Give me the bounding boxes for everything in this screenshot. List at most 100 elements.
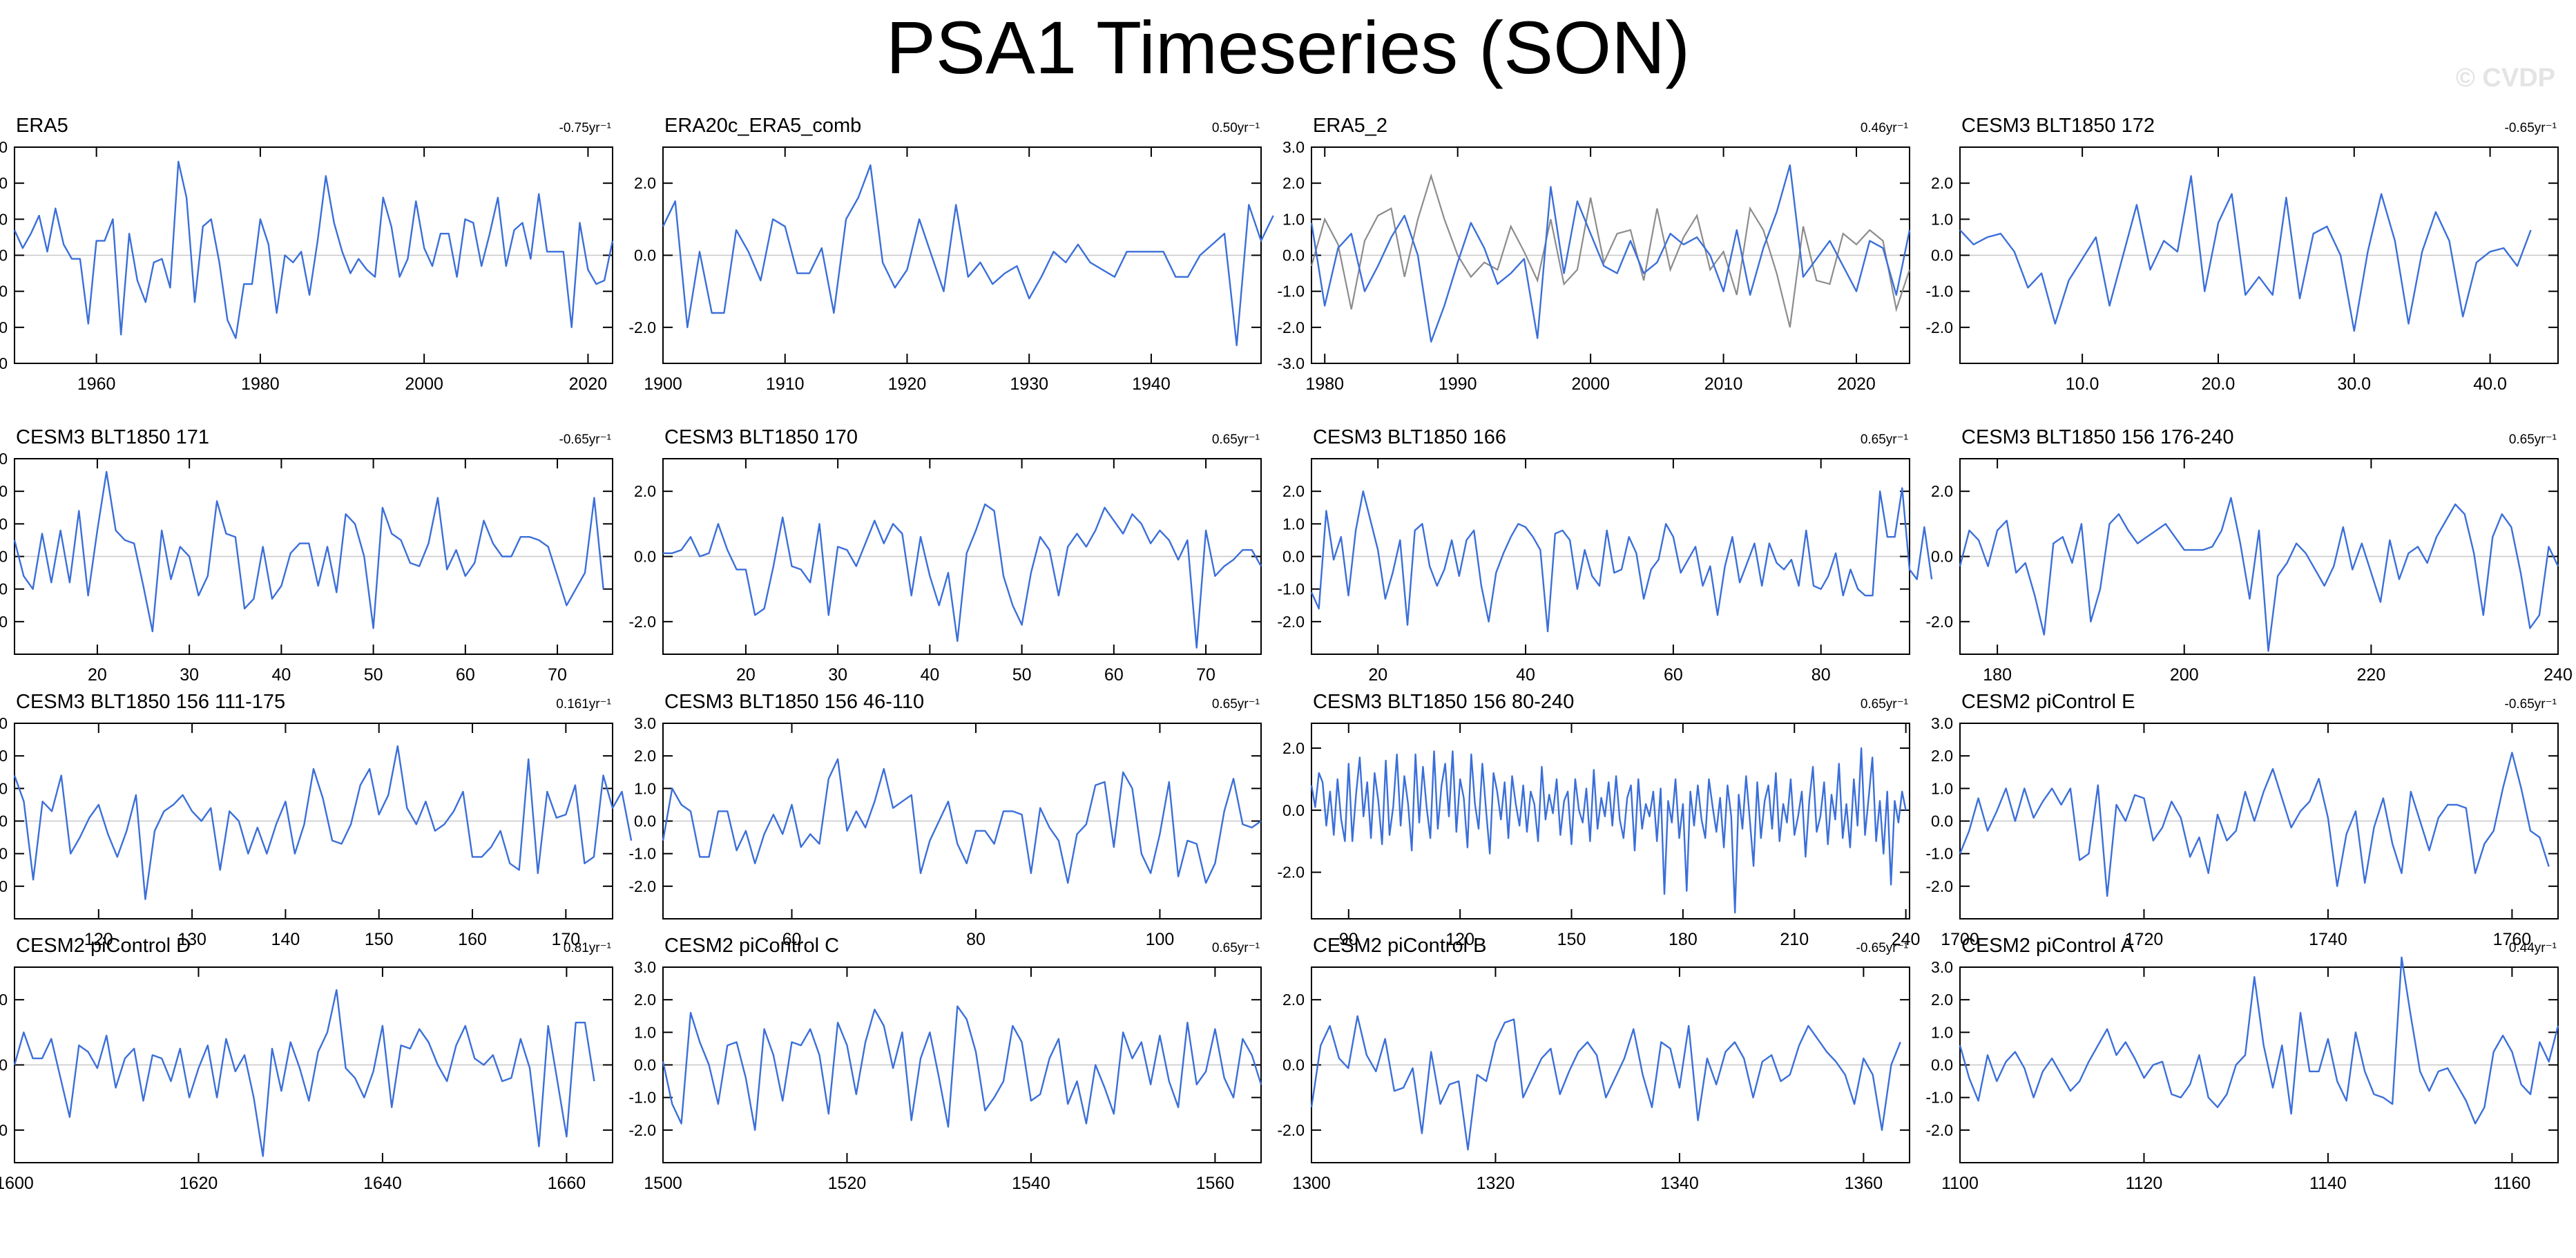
x-tick-label: 1620 [180,1174,218,1193]
x-tick-label: 40 [271,665,291,685]
series-line [13,470,604,633]
x-tick-label: 30 [828,665,847,685]
y-tick-label: -2.0 [1925,1121,1953,1139]
series-line [1959,752,2550,897]
chart-title: CESM3 BLT1850 171 [16,426,209,448]
x-tick-label: 1660 [548,1174,586,1193]
y-tick-label: 0.0 [1282,247,1305,265]
trend-label: 0.44yr⁻¹ [2509,941,2557,955]
series-line [1310,1015,1901,1151]
chart-title: CESM2 piControl C [664,935,839,957]
x-tick-label: 60 [782,930,802,949]
watermark: © CVDP [2455,64,2555,93]
y-tick-label: 0.0 [1931,812,1953,830]
chart-title: CESM3 BLT1850 156 111-175 [16,691,285,713]
x-tick-label: 1560 [1196,1174,1235,1193]
y-tick-label: 1.0 [1282,210,1305,228]
y-tick-label: -1.0 [1277,283,1305,301]
x-tick-label: 20 [88,665,107,685]
x-tick-label: 80 [1811,665,1831,685]
y-tick-label: 2.0 [0,174,8,192]
x-tick-label: 1120 [2126,1174,2163,1193]
plot-frame [1311,723,1910,919]
x-tick-label: 20.0 [2202,374,2236,394]
y-tick-label: 0.0 [0,247,8,265]
y-tick-label: 2.0 [634,482,656,500]
y-tick-label: 2.0 [634,991,656,1009]
x-tick-label: 220 [2357,665,2386,685]
x-tick-label: 40 [1516,665,1535,685]
chart-panel: ERA20c_ERA5_comb 0.50yr⁻¹ 1900 1910 1920 1930… [628,115,1274,394]
chart-panel: CESM2 piControl E -0.65yr⁻¹ 1700 1720 1740 17… [1925,691,2559,949]
chart-title: CESM2 piControl D [16,935,191,957]
x-tick-label: 1360 [1845,1174,1883,1193]
trend-label: 0.65yr⁻¹ [1212,941,1260,955]
y-tick-label: 0.0 [0,812,8,830]
chart-title: CESM2 piControl B [1313,935,1486,957]
series-line [1310,164,1911,343]
chart-title: ERA5 [16,115,68,137]
overlay-series-line [1310,173,1911,328]
y-tick-label: -1.0 [1925,845,1953,863]
chart-panel: CESM3 BLT1850 171 -0.65yr⁻¹ 20 30 40 50 60 70 -2… [0,426,613,685]
chart-title: ERA20c_ERA5_comb [664,115,861,137]
chart-panel: CESM3 BLT1850 156 80-240 0.65yr⁻¹ 90 120 150… [1277,691,1920,949]
x-tick-label: 30 [180,665,199,685]
y-tick-label: 1.0 [1931,210,1953,228]
trend-label: -0.65yr⁻¹ [1856,941,1909,955]
y-tick-label: 3.0 [1931,714,1953,732]
y-tick-label: 3.0 [634,958,656,976]
series-line [1959,956,2559,1125]
chart-panel: ERA5 -0.75yr⁻¹ 1960 1980 2000 2020 -3.0 -2.0 -1.… [0,115,614,394]
y-tick-label: 1.0 [1931,779,1953,797]
y-tick-label: 2.0 [0,991,8,1009]
chart-panel: CESM3 BLT1850 156 176-240 0.65yr⁻¹ 180 200 2… [1925,426,2573,685]
y-tick-label: 1.0 [634,1023,656,1041]
y-tick-label: 1.0 [0,779,8,797]
y-tick-label: 0.0 [1931,1056,1953,1074]
x-tick-label: 60 [1664,665,1683,685]
x-tick-label: 1920 [888,374,927,394]
x-tick-label: 70 [548,665,567,685]
y-tick-label: 2.0 [1282,482,1305,500]
x-tick-label: 120 [84,930,113,949]
x-tick-label: 1700 [1941,930,1979,949]
x-tick-label: 10.0 [2066,374,2099,394]
series-line [13,745,633,900]
x-tick-label: 1760 [2493,930,2532,949]
y-tick-label: -2.0 [1925,318,1953,336]
y-tick-label: 2.0 [634,174,656,192]
x-tick-label: 70 [1196,665,1215,685]
y-tick-label: -1.0 [628,845,656,863]
x-tick-label: 180 [1983,665,2012,685]
series-line [662,164,1274,347]
y-tick-label: -2.0 [1277,1121,1305,1139]
y-tick-label: 3.0 [1282,138,1305,156]
trend-label: 0.65yr⁻¹ [1861,697,1908,712]
chart-panel: CESM2 piControl C 0.65yr⁻¹ 1500 1520 1540 156… [628,935,1262,1193]
y-tick-label: -2.0 [0,318,8,336]
chart-panel: CESM3 BLT1850 156 111-175 0.161yr⁻¹ 120 130… [0,691,633,949]
y-tick-label: 0.0 [1282,801,1305,819]
y-tick-label: -1.0 [1277,580,1305,598]
x-tick-label: 1300 [1292,1174,1331,1193]
x-tick-label: 1500 [644,1174,682,1193]
trend-label: -0.65yr⁻¹ [2505,121,2557,135]
series-line [1959,497,2559,652]
y-tick-label: 1.0 [0,515,8,533]
y-tick-label: 3.0 [0,714,8,732]
trend-label: -0.75yr⁻¹ [559,121,612,135]
y-tick-label: 2.0 [1931,174,1953,192]
x-tick-label: 1140 [2309,1174,2347,1193]
trend-label: 0.65yr⁻¹ [2509,432,2557,447]
y-tick-label: 3.0 [634,714,656,732]
chart-title: CESM3 BLT1850 170 [664,426,858,448]
chart-title: CESM3 BLT1850 156 176-240 [1961,426,2233,448]
y-tick-label: 2.0 [1931,747,1953,765]
x-tick-label: 60 [456,665,475,685]
series-line [13,160,614,339]
y-tick-label: -1.0 [628,1089,656,1107]
x-tick-label: 2020 [569,374,608,394]
trend-label: -0.65yr⁻¹ [559,432,612,447]
